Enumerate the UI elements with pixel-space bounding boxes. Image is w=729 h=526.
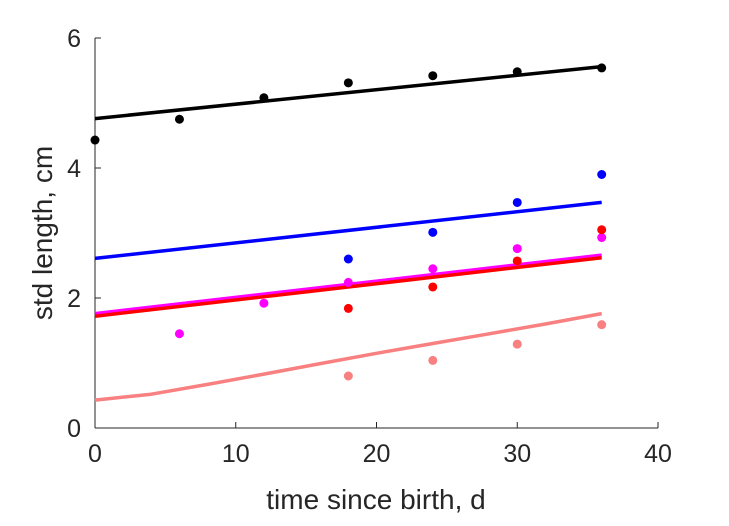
x-tick-label: 10	[222, 440, 250, 468]
series-0-point	[174, 114, 184, 124]
x-tick-label: 20	[363, 440, 391, 468]
series-2-point	[512, 244, 522, 254]
y-tick-label: 0	[67, 415, 81, 443]
y-tick-label: 6	[67, 25, 81, 53]
series-0-fit-line	[94, 64, 602, 121]
series-0-point	[512, 67, 522, 77]
series-2-point	[259, 298, 269, 308]
y-axis-title: std length, cm	[27, 146, 58, 320]
series-4-point	[597, 320, 607, 330]
series-0-point	[259, 93, 269, 103]
series-3-point	[512, 256, 522, 266]
axes: 0 10 20 30 40 0 2 4 6	[67, 25, 672, 468]
series-0-point	[428, 71, 438, 81]
x-tick-label: 40	[644, 440, 672, 468]
fit-lines	[94, 64, 603, 402]
x-tick-label: 30	[503, 440, 531, 468]
series-1-fit-line	[94, 200, 602, 261]
series-2-point	[343, 277, 353, 287]
series-2-point	[174, 329, 184, 339]
series-0-point	[90, 135, 100, 145]
series-0-point	[343, 78, 353, 88]
series-2-point	[597, 233, 607, 243]
y-tick-label: 4	[67, 155, 81, 183]
series-3-fit-line	[94, 255, 602, 318]
series-1-point	[428, 227, 438, 237]
x-tick-label: 0	[88, 440, 102, 468]
series-3-point	[428, 282, 438, 292]
series-4-point	[512, 339, 522, 349]
series-3-point	[597, 225, 607, 235]
data-points	[90, 63, 607, 381]
series-3-point	[343, 303, 353, 313]
series-4-point	[343, 371, 353, 381]
series-1-point	[597, 170, 607, 179]
y-tick-label: 2	[67, 285, 81, 313]
x-axis-title: time since birth, d	[266, 484, 485, 515]
series-4-fit-line	[94, 311, 603, 402]
series-0-point	[597, 63, 607, 73]
series-2-point	[428, 264, 438, 274]
series-1-point	[343, 254, 353, 264]
series-4-point	[428, 355, 438, 365]
series-1-point	[512, 197, 522, 207]
